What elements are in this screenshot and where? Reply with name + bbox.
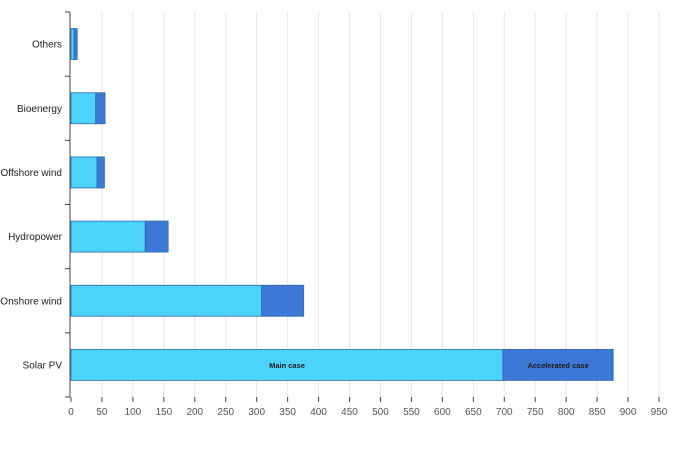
x-axis: 0 50 100 150 200 250 300 350 400 450 500 550 600 650 7… [68, 397, 668, 418]
x-tick-label-300: 300 [248, 407, 265, 418]
x-tick-label-900: 900 [620, 407, 637, 418]
category-label-others: Others [32, 40, 62, 51]
x-tick-label-800: 800 [558, 407, 575, 418]
segment-label-main-case: Main case [269, 361, 305, 370]
x-tick-label-700: 700 [496, 407, 513, 418]
bar-others-series-1 [70, 28, 75, 60]
category-label-bioenergy: Bioenergy [17, 104, 62, 115]
x-tick-label-0: 0 [68, 407, 74, 418]
category-label-solar-pv: Solar PV [23, 360, 63, 371]
bar-hydropower-series-2 [144, 220, 169, 253]
x-tick-label-400: 400 [310, 407, 327, 418]
bar-bioenergy-series-2 [95, 92, 106, 125]
y-axis: Others Bioenergy Offshore wind Hydropower On… [0, 11, 71, 398]
bar-hydropower-series-1 [70, 220, 146, 253]
x-tick-label-500: 500 [372, 407, 389, 418]
category-label-offshore-wind: Offshore wind [0, 168, 62, 179]
bar-others-series-2 [73, 28, 78, 60]
category-label-onshore-wind: Onshore wind [0, 296, 62, 307]
bar-onshore-wind-series-1 [70, 284, 263, 317]
bar-solar-pv-series-1 [70, 349, 504, 381]
category-label-hydropower: Hydropower [8, 232, 63, 243]
x-tick-label-200: 200 [186, 407, 203, 418]
x-tick-label-100: 100 [125, 407, 142, 418]
x-tick-label-550: 550 [403, 407, 420, 418]
x-tick-label-50: 50 [96, 407, 108, 418]
bars [70, 28, 614, 381]
x-tick-label-950: 950 [651, 407, 668, 418]
bar-onshore-wind-series-2 [261, 284, 305, 317]
x-tick-label-750: 750 [527, 407, 544, 418]
x-tick-label-650: 650 [465, 407, 482, 418]
segment-labels: Main case Accelerated case [269, 361, 589, 370]
grid-lines [101, 12, 660, 397]
bar-solar-pv-series-2 [502, 349, 614, 381]
x-tick-label-150: 150 [155, 407, 172, 418]
x-tick-label-250: 250 [217, 407, 234, 418]
x-tick-label-850: 850 [589, 407, 606, 418]
x-tick-label-600: 600 [434, 407, 451, 418]
bar-bioenergy-series-1 [70, 92, 97, 125]
segment-label-accelerated-case: Accelerated case [527, 361, 588, 370]
bar-offshore-wind-series-2 [96, 156, 105, 189]
bar-offshore-wind-series-1 [70, 156, 98, 189]
x-tick-label-350: 350 [279, 407, 296, 418]
x-tick-label-450: 450 [341, 407, 358, 418]
